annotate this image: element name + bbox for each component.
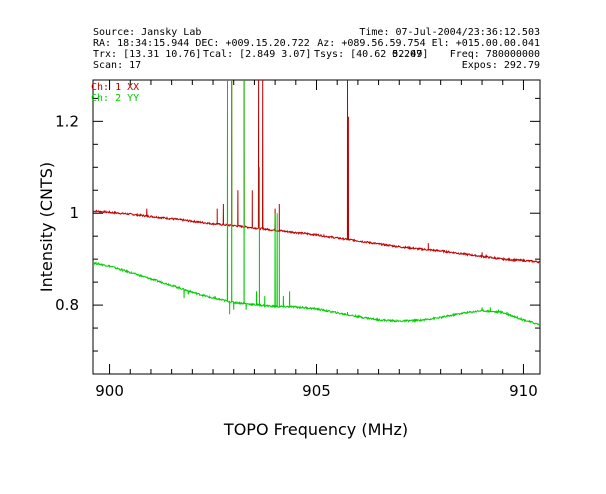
series-line-1: [93, 80, 540, 264]
tick-labels: 900 905 910 0.8 1 1.2: [55, 112, 538, 400]
y-tick-label: 1: [69, 204, 79, 222]
header-radec: RA: 18:34:15.944 DEC: +009.15.20.722: [93, 38, 310, 49]
legend-ch2: Ch: 2 YY: [91, 93, 139, 104]
header-trx: Trx: [13.31 10.76]: [93, 49, 202, 60]
tick-marks: [93, 80, 540, 374]
x-tick-label: 910: [509, 382, 538, 400]
plot-frame: [92, 79, 541, 375]
header-tcal: Tcal: [2.849 3.07]: [203, 49, 312, 60]
header-tsys: Tsys: [40.62 52.49]: [314, 49, 429, 60]
y-tick-label: 0.8: [55, 296, 79, 314]
header-expos: Expos: 292.79: [461, 60, 540, 71]
header-overlap-text: 0.207: [392, 49, 423, 60]
x-axis-title: TOPO Frequency (MHz): [223, 420, 408, 439]
series-group: [93, 80, 540, 326]
header-time: Time: 07-Jul-2004/23:36:12.503: [359, 27, 540, 38]
header-azel: Az: +089.56.59.754 El: +015.00.00.041: [317, 38, 540, 49]
x-tick-label: 905: [302, 382, 331, 400]
series-line-2: [93, 80, 540, 326]
header-freq: Freq: 780000000: [449, 49, 540, 60]
header-scan: Scan: 17: [93, 60, 142, 71]
y-axis-title: Intensity (CNTS): [37, 162, 56, 292]
x-tick-label: 900: [95, 382, 124, 400]
y-tick-label: 1.2: [55, 112, 79, 130]
header-source: Source: Jansky Lab: [93, 27, 202, 38]
legend-ch1: Ch: 1 XX: [91, 82, 139, 93]
